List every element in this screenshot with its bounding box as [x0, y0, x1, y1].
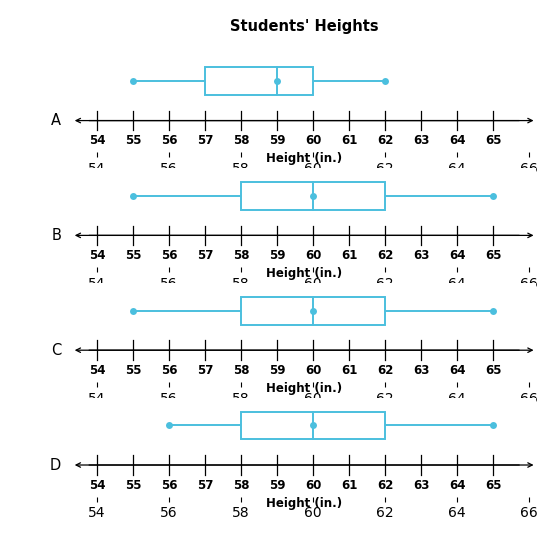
Text: 58: 58 — [233, 249, 249, 262]
Text: D: D — [50, 458, 61, 473]
Text: 63: 63 — [413, 135, 429, 147]
Text: 56: 56 — [161, 249, 178, 262]
Text: 60: 60 — [305, 249, 321, 262]
Text: Students' Heights: Students' Heights — [230, 19, 378, 34]
Text: A: A — [51, 113, 61, 128]
Text: 59: 59 — [269, 135, 285, 147]
Text: 58: 58 — [233, 364, 249, 377]
Text: 55: 55 — [125, 135, 142, 147]
Text: 54: 54 — [89, 135, 106, 147]
Text: Height (in.): Height (in.) — [266, 267, 342, 280]
Text: 56: 56 — [161, 364, 178, 377]
Text: Height (in.): Height (in.) — [266, 497, 342, 509]
Text: 60: 60 — [305, 364, 321, 377]
Text: 57: 57 — [197, 249, 213, 262]
Text: 65: 65 — [485, 364, 502, 377]
Text: 62: 62 — [377, 364, 393, 377]
Text: 62: 62 — [377, 479, 393, 492]
Text: 56: 56 — [161, 479, 178, 492]
Text: 65: 65 — [485, 135, 502, 147]
Text: 61: 61 — [341, 135, 357, 147]
Text: 60: 60 — [305, 135, 321, 147]
Text: 57: 57 — [197, 479, 213, 492]
Text: 64: 64 — [449, 249, 466, 262]
Text: 57: 57 — [197, 364, 213, 377]
Text: 61: 61 — [341, 364, 357, 377]
Text: 55: 55 — [125, 479, 142, 492]
Text: 58: 58 — [233, 135, 249, 147]
Text: 64: 64 — [449, 479, 466, 492]
Text: 63: 63 — [413, 249, 429, 262]
Text: Height (in.): Height (in.) — [266, 152, 342, 165]
Text: 61: 61 — [341, 479, 357, 492]
Text: 65: 65 — [485, 479, 502, 492]
Text: 54: 54 — [89, 249, 106, 262]
Text: 59: 59 — [269, 249, 285, 262]
Text: 65: 65 — [485, 249, 502, 262]
Text: 64: 64 — [449, 364, 466, 377]
Text: 62: 62 — [377, 249, 393, 262]
Text: 54: 54 — [89, 364, 106, 377]
Text: 60: 60 — [305, 479, 321, 492]
Text: 58: 58 — [233, 479, 249, 492]
Text: 63: 63 — [413, 479, 429, 492]
Text: 59: 59 — [269, 479, 285, 492]
Text: 55: 55 — [125, 364, 142, 377]
Text: 63: 63 — [413, 364, 429, 377]
Text: 54: 54 — [89, 479, 106, 492]
Text: 62: 62 — [377, 135, 393, 147]
Bar — [241, 297, 385, 325]
Text: 57: 57 — [197, 135, 213, 147]
Text: 64: 64 — [449, 135, 466, 147]
Text: 61: 61 — [341, 249, 357, 262]
Text: C: C — [51, 343, 61, 358]
Text: 59: 59 — [269, 364, 285, 377]
Bar — [241, 182, 385, 210]
Text: 55: 55 — [125, 249, 142, 262]
Bar — [241, 412, 385, 439]
Bar — [205, 67, 313, 95]
Text: B: B — [51, 228, 61, 243]
Text: Height (in.): Height (in.) — [266, 382, 342, 395]
Text: 56: 56 — [161, 135, 178, 147]
